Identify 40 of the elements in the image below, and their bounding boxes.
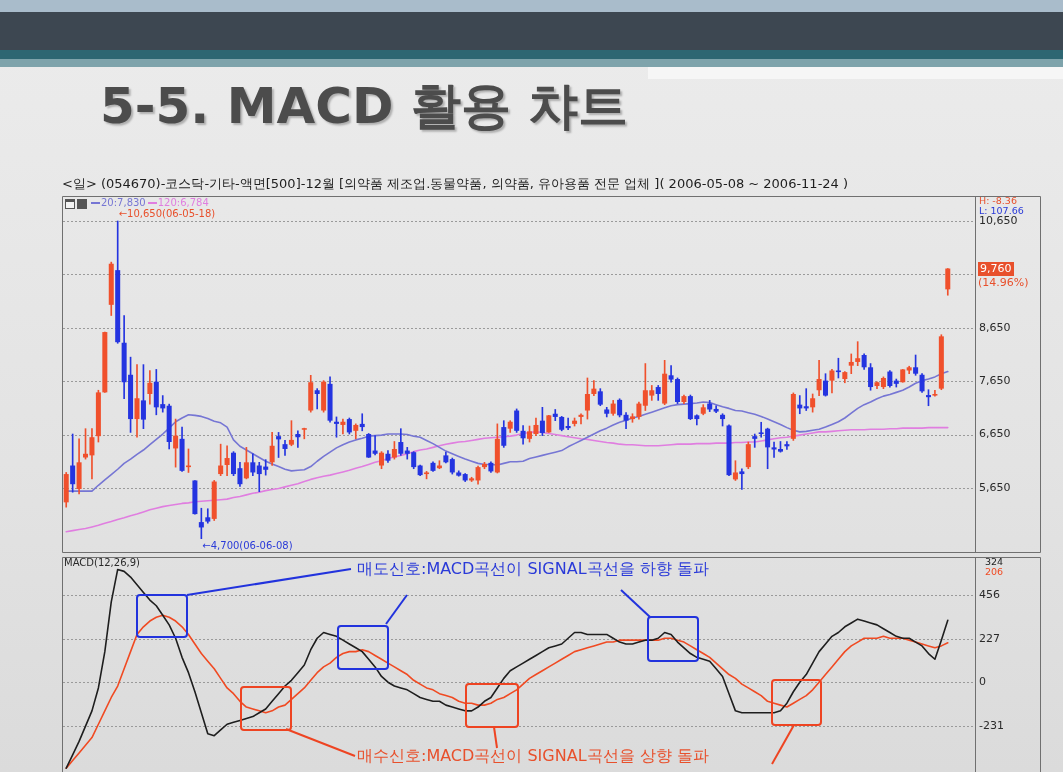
annotation: 매도신호:MACD곡선이 SIGNAL곡선을 하향 돌파 xyxy=(357,559,709,579)
y-tick-label: 7,650 xyxy=(979,374,1011,388)
text: 206 xyxy=(985,566,1004,577)
legend-label: 20:7,830 xyxy=(101,197,146,208)
candlestick xyxy=(295,430,301,448)
text: L: 107.66 xyxy=(979,205,1024,216)
candlestick xyxy=(855,341,861,367)
legend-label: 120:6,784 xyxy=(157,197,209,208)
candlestick xyxy=(372,435,378,456)
annotation: 매수신호:MACD곡선이 SIGNAL곡선을 상향 돌파 xyxy=(357,746,709,766)
text: 9,760 xyxy=(978,261,1014,276)
chart-subtitle: <일> (054670)-코스닥-기타-액면[500]-12월 [의약품 제조업.동물약품, 의약품, 유아용품 전문 업체 ]( 2006-05-08 ~ 2006-11-24 ) xyxy=(62,176,849,192)
text: (14.96%) xyxy=(978,275,1029,289)
y-tick-label: 227 xyxy=(979,631,1000,645)
y-tick-label: 456 xyxy=(979,587,1000,601)
candlestick xyxy=(784,441,790,450)
chart-title: 5-5. MACD 활용 챠트 xyxy=(100,76,629,136)
annotation: ←10,650(06-05-18) xyxy=(118,208,216,220)
candlestick xyxy=(739,468,745,490)
candlestick xyxy=(340,418,346,435)
candlestick xyxy=(301,427,307,440)
candlestick xyxy=(848,353,854,375)
candlestick xyxy=(803,388,809,411)
chart-title: MACD(12,26,9) xyxy=(64,557,140,568)
y-tick-label: -231 xyxy=(979,719,1004,733)
y-tick-label: 6,650 xyxy=(979,427,1011,441)
candlestick xyxy=(552,409,558,422)
candlestick xyxy=(565,417,571,431)
y-tick-label: 0 xyxy=(979,675,986,689)
candlestick xyxy=(752,433,758,448)
text: H: -8.36 xyxy=(979,195,1017,206)
candlestick xyxy=(359,413,365,432)
text: 324 xyxy=(985,556,1004,567)
candlestick xyxy=(578,413,584,425)
candlestick xyxy=(314,388,320,410)
y-tick-label: 8,650 xyxy=(979,320,1011,334)
y-tick-label: 10,650 xyxy=(979,213,1018,227)
candlestick xyxy=(224,445,230,476)
y-tick-label: 5,650 xyxy=(979,480,1011,494)
annotation: ←4,700(06-06-08) xyxy=(202,539,293,551)
